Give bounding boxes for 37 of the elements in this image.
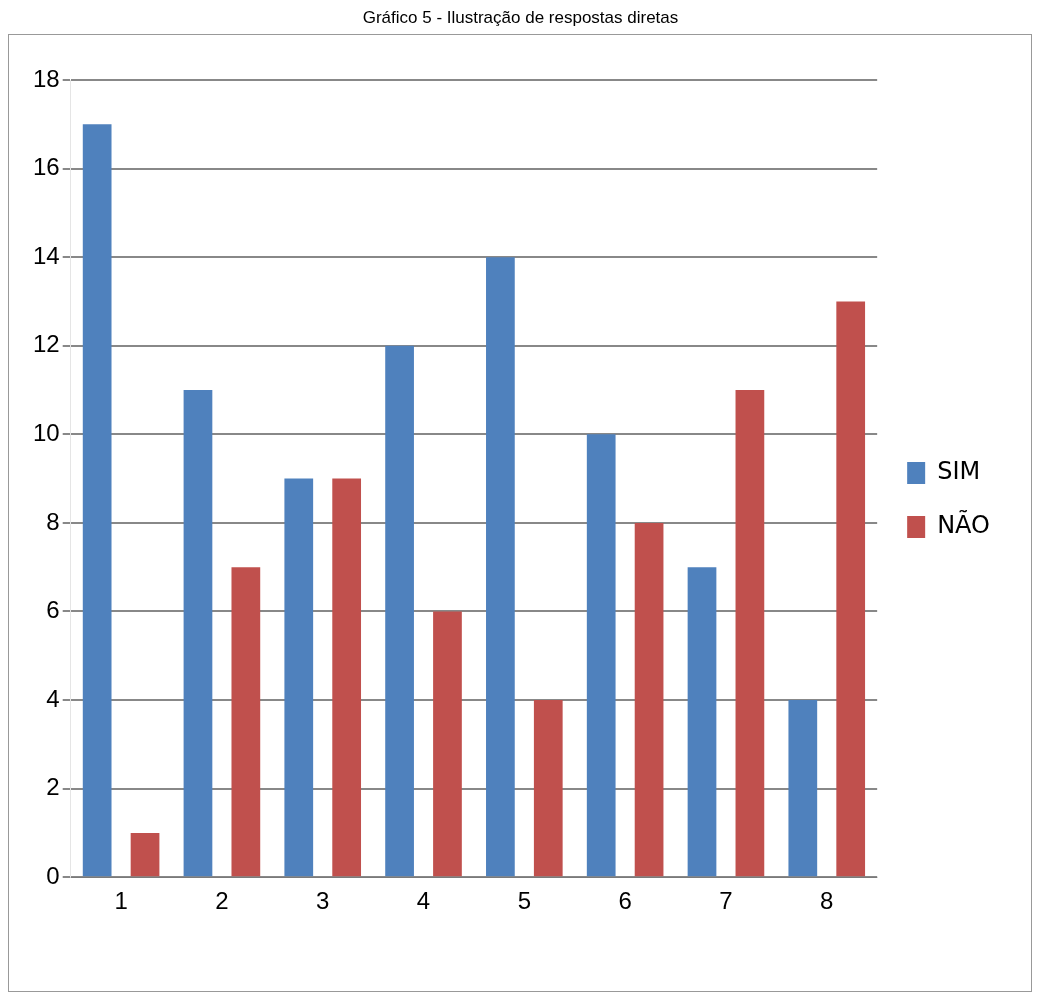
x-tick-label: 4 xyxy=(416,887,431,915)
bar xyxy=(836,301,866,877)
x-tick-label: 2 xyxy=(215,887,229,915)
y-tick-label: 8 xyxy=(46,507,60,535)
bar xyxy=(284,478,314,877)
y-tick-label: 4 xyxy=(46,684,60,712)
bar xyxy=(687,567,717,877)
bar xyxy=(82,124,112,877)
y-tick-label: 0 xyxy=(46,861,60,889)
bar xyxy=(586,434,616,877)
chart-title: Gráfico 5 - Ilustração de respostas diretas xyxy=(361,8,680,29)
legend-label: SIM xyxy=(937,457,981,486)
x-tick-label: 3 xyxy=(316,887,330,915)
bar xyxy=(533,700,563,877)
bar xyxy=(130,832,160,877)
y-tick-label: 18 xyxy=(32,64,60,92)
bar xyxy=(735,390,765,877)
x-tick-label: 6 xyxy=(618,887,632,915)
bar xyxy=(332,478,362,877)
y-tick-label: 14 xyxy=(32,241,60,269)
bar xyxy=(788,700,818,877)
y-tick-label: 6 xyxy=(46,596,60,624)
bar xyxy=(486,257,515,877)
legend-label: NÃO xyxy=(937,509,990,540)
y-tick-label: 2 xyxy=(46,773,60,801)
x-tick-label: 1 xyxy=(114,887,128,915)
y-tick-label: 16 xyxy=(32,153,60,181)
x-tick-label: 8 xyxy=(820,887,834,915)
x-tick-label: 5 xyxy=(517,887,532,915)
y-tick-label: 12 xyxy=(32,330,60,358)
bar xyxy=(634,522,664,877)
y-tick-label: 10 xyxy=(32,418,60,446)
bar xyxy=(231,567,261,877)
bar xyxy=(433,611,462,877)
bar xyxy=(385,345,414,877)
bar xyxy=(183,390,213,877)
x-tick-label: 7 xyxy=(719,887,733,915)
